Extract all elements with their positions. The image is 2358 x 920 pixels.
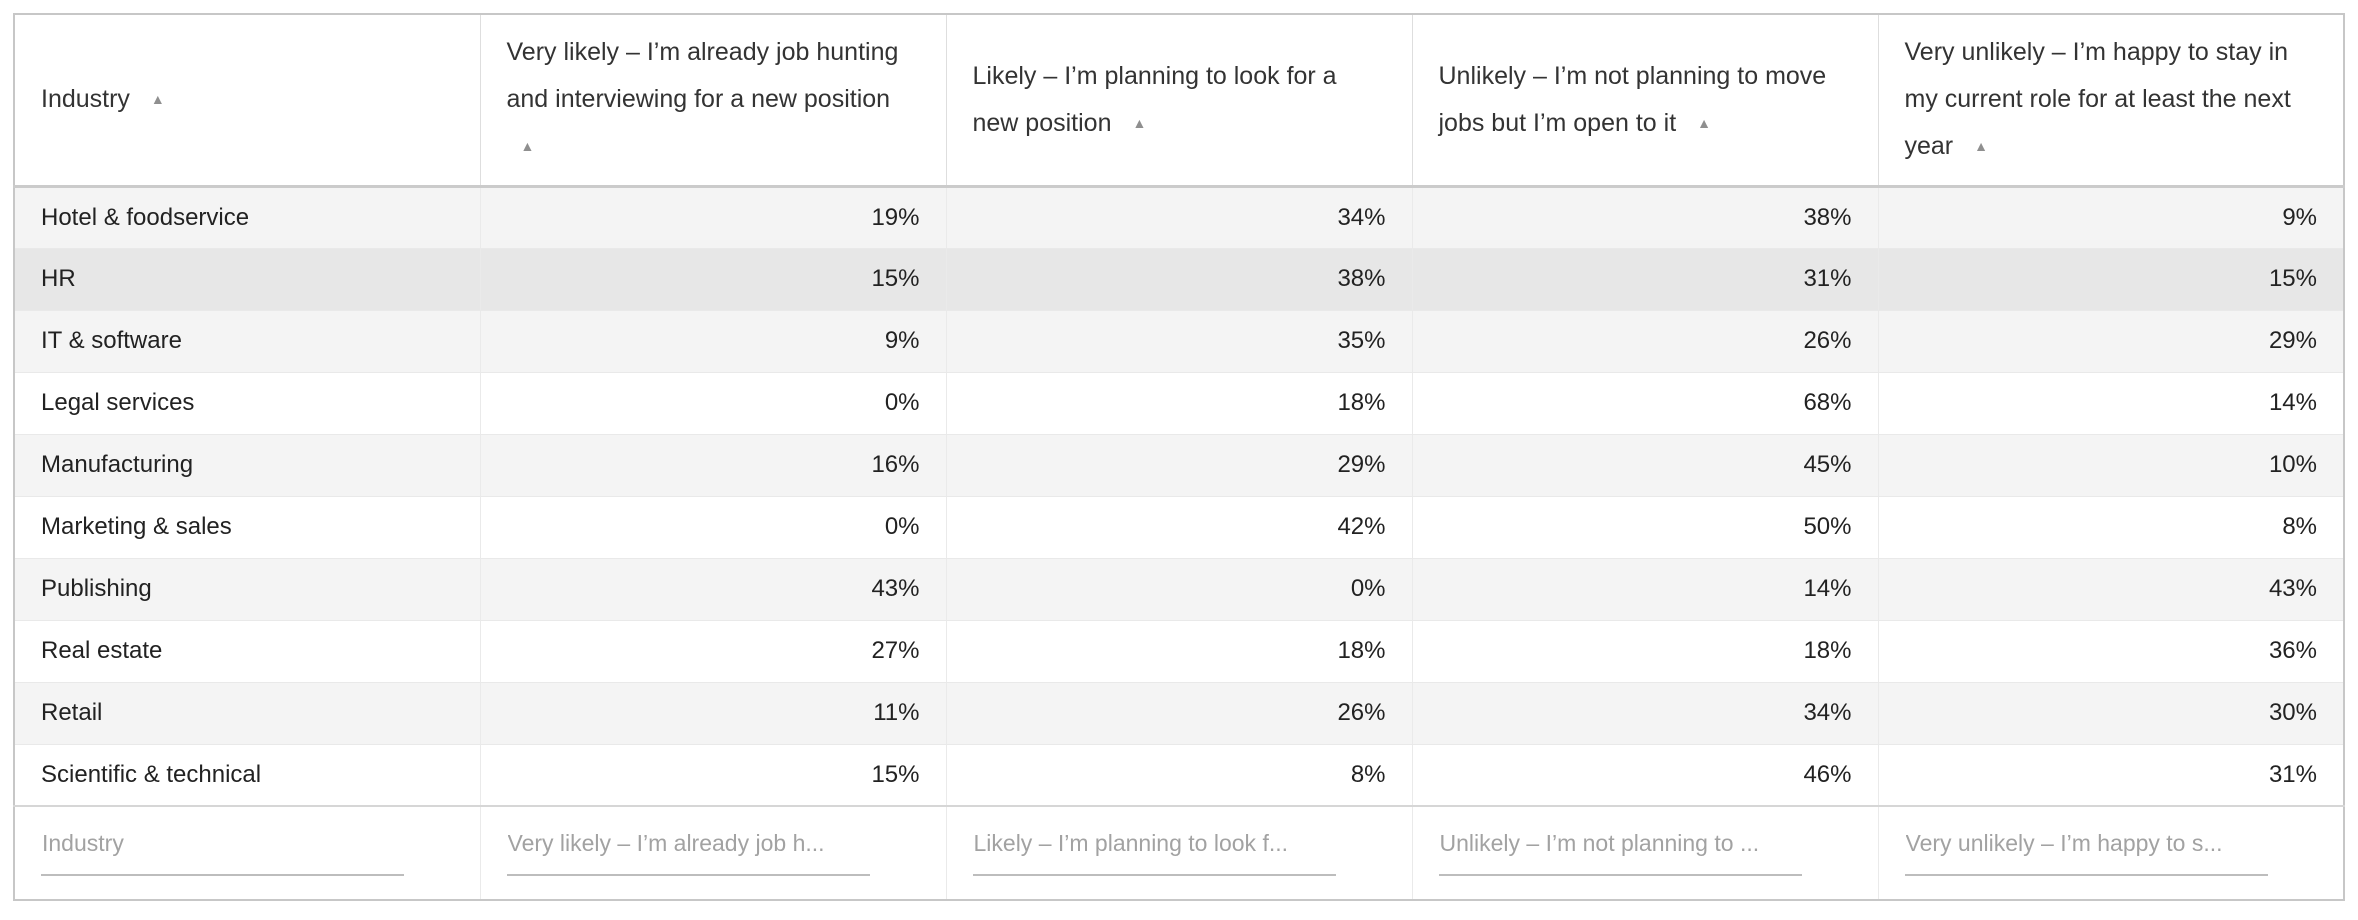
value-cell: 43% (480, 558, 947, 621)
table-body: Hotel & foodservice 19% 34% 38% 9% HR 15… (14, 186, 2344, 807)
sort-asc-icon[interactable]: ▲ (1974, 138, 1988, 155)
column-header-very-likely[interactable]: Very likely – I’m already job hunting an… (480, 14, 947, 188)
value-cell: 9% (480, 310, 947, 373)
filter-cell-unlikely (1412, 805, 1879, 900)
table-row-scientific-technical[interactable]: Scientific & technical 15% 8% 46% 31% (14, 744, 2344, 807)
value-cell: 9% (1878, 186, 2344, 249)
industry-cell: Retail (14, 682, 481, 745)
filter-cell-very-likely (480, 805, 947, 900)
value-cell: 0% (946, 558, 1413, 621)
industry-cell: Scientific & technical (14, 744, 481, 807)
table-row-legal-services[interactable]: Legal services 0% 18% 68% 14% (14, 372, 2344, 435)
value-cell: 15% (480, 744, 947, 807)
industry-cell: Marketing & sales (14, 496, 481, 559)
industry-cell: Real estate (14, 620, 481, 683)
column-label-industry: Industry (41, 85, 130, 114)
value-cell: 10% (1878, 434, 2344, 497)
value-cell: 31% (1878, 744, 2344, 807)
column-label-unlikely: Unlikely – I’m not planning to move jobs… (1438, 61, 1827, 137)
value-cell: 26% (1412, 310, 1879, 373)
survey-table: Industry ▲ Very likely – I’m already job… (13, 13, 2345, 901)
value-cell: 16% (480, 434, 947, 497)
value-cell: 0% (480, 496, 947, 559)
column-label-likely: Likely – I’m planning to look for a new … (972, 61, 1337, 137)
column-header-very-unlikely[interactable]: Very unlikely – I’m happy to stay in my … (1878, 14, 2344, 188)
value-cell: 36% (1878, 620, 2344, 683)
table-row-publishing[interactable]: Publishing 43% 0% 14% 43% (14, 558, 2344, 621)
value-cell: 27% (480, 620, 947, 683)
industry-cell: HR (14, 248, 481, 311)
value-cell: 8% (1878, 496, 2344, 559)
value-cell: 18% (1412, 620, 1879, 683)
sort-asc-icon[interactable]: ▲ (1132, 114, 1147, 131)
sort-asc-icon[interactable]: ▲ (150, 91, 165, 108)
table-row-real-estate[interactable]: Real estate 27% 18% 18% 36% (14, 620, 2344, 683)
filter-inputs-row (14, 805, 2344, 900)
industry-cell: IT & software (14, 310, 481, 373)
column-header-likely[interactable]: Likely – I’m planning to look for a new … (946, 14, 1413, 188)
value-cell: 34% (1412, 682, 1879, 745)
column-label-very-likely: Very likely – I’m already job hunting an… (506, 38, 899, 114)
value-cell: 15% (480, 248, 947, 311)
filter-input-unlikely[interactable] (1438, 830, 1802, 876)
table-row-it-software[interactable]: IT & software 9% 35% 26% 29% (14, 310, 2344, 373)
industry-cell: Legal services (14, 372, 481, 435)
value-cell: 38% (946, 248, 1413, 311)
value-cell: 11% (480, 682, 947, 745)
value-cell: 18% (946, 372, 1413, 435)
filter-input-industry[interactable] (41, 830, 404, 876)
value-cell: 29% (946, 434, 1413, 497)
filter-cell-likely (946, 805, 1413, 900)
table-row-hr[interactable]: HR 15% 38% 31% 15% (14, 248, 2344, 311)
industry-cell: Manufacturing (14, 434, 481, 497)
table-header: Industry ▲ Very likely – I’m already job… (14, 14, 2344, 188)
filter-cell-industry (14, 805, 481, 900)
table-row-manufacturing[interactable]: Manufacturing 16% 29% 45% 10% (14, 434, 2344, 497)
filter-input-very-likely[interactable] (506, 830, 870, 876)
header-row: Industry ▲ Very likely – I’m already job… (14, 14, 2344, 188)
value-cell: 15% (1878, 248, 2344, 311)
column-label-very-unlikely: Very unlikely – I’m happy to stay in my … (1904, 38, 2291, 161)
value-cell: 29% (1878, 310, 2344, 373)
value-cell: 42% (946, 496, 1413, 559)
filter-input-likely[interactable] (972, 830, 1336, 876)
value-cell: 19% (480, 186, 947, 249)
table-row-marketing-sales[interactable]: Marketing & sales 0% 42% 50% 8% (14, 496, 2344, 559)
value-cell: 34% (946, 186, 1413, 249)
sort-asc-icon[interactable]: ▲ (520, 138, 535, 155)
table-row-retail[interactable]: Retail 11% 26% 34% 30% (14, 682, 2344, 745)
industry-cell: Hotel & foodservice (14, 186, 481, 249)
industry-cell: Publishing (14, 558, 481, 621)
value-cell: 18% (946, 620, 1413, 683)
sort-asc-icon[interactable]: ▲ (1697, 114, 1711, 131)
filter-input-very-unlikely[interactable] (1904, 830, 2268, 876)
value-cell: 14% (1878, 372, 2344, 435)
value-cell: 50% (1412, 496, 1879, 559)
value-cell: 30% (1878, 682, 2344, 745)
value-cell: 14% (1412, 558, 1879, 621)
value-cell: 38% (1412, 186, 1879, 249)
value-cell: 0% (480, 372, 947, 435)
filter-row (14, 805, 2344, 900)
industry-job-hunting-table: Industry ▲ Very likely – I’m already job… (13, 13, 2345, 901)
value-cell: 46% (1412, 744, 1879, 807)
column-header-industry[interactable]: Industry ▲ (14, 14, 481, 188)
value-cell: 26% (946, 682, 1413, 745)
value-cell: 35% (946, 310, 1413, 373)
value-cell: 8% (946, 744, 1413, 807)
value-cell: 68% (1412, 372, 1879, 435)
value-cell: 45% (1412, 434, 1879, 497)
value-cell: 31% (1412, 248, 1879, 311)
filter-cell-very-unlikely (1878, 805, 2344, 900)
value-cell: 43% (1878, 558, 2344, 621)
table-row-hotel-foodservice[interactable]: Hotel & foodservice 19% 34% 38% 9% (14, 186, 2344, 249)
column-header-unlikely[interactable]: Unlikely – I’m not planning to move jobs… (1412, 14, 1879, 188)
